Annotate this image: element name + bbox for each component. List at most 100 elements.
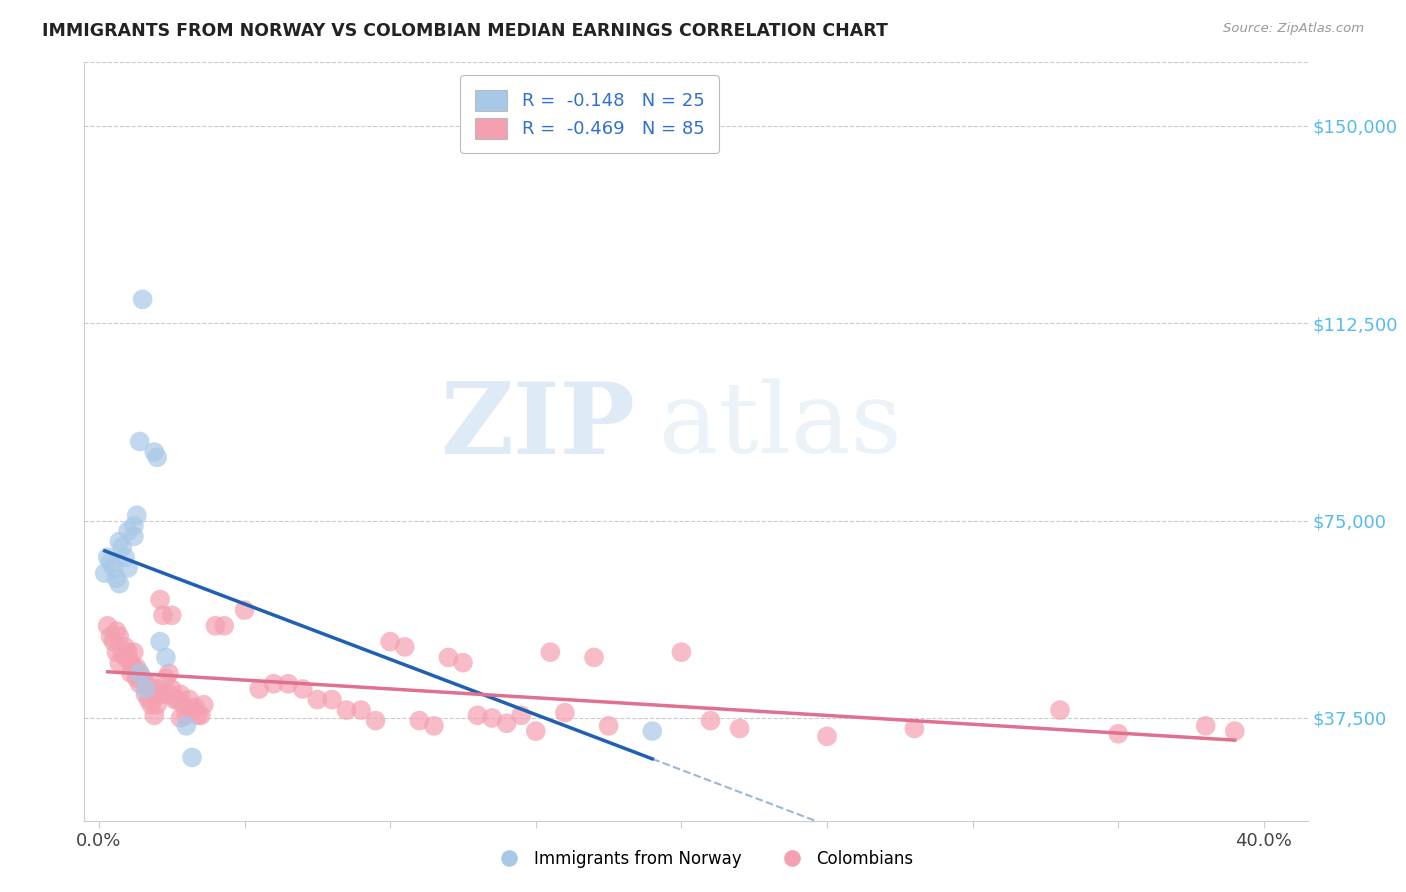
Point	[146, 450, 169, 465]
Point	[212, 619, 235, 633]
Point	[120, 666, 142, 681]
Point	[128, 434, 150, 449]
Point	[394, 640, 416, 654]
Point	[699, 714, 721, 728]
Point	[143, 445, 166, 459]
Point	[641, 724, 664, 739]
Point	[174, 719, 197, 733]
Point	[169, 687, 191, 701]
Point	[155, 672, 177, 686]
Point	[179, 692, 201, 706]
Point	[247, 681, 270, 696]
Point	[181, 750, 204, 764]
Point	[128, 666, 150, 681]
Point	[114, 550, 136, 565]
Point	[122, 645, 145, 659]
Point	[495, 716, 517, 731]
Point	[128, 666, 150, 681]
Point	[141, 698, 163, 712]
Point	[111, 540, 134, 554]
Point	[291, 681, 314, 696]
Point	[152, 608, 174, 623]
Point	[135, 677, 157, 691]
Point	[146, 698, 169, 712]
Point	[105, 571, 128, 585]
Point	[138, 677, 160, 691]
Point	[408, 714, 430, 728]
Point	[166, 692, 188, 706]
Point	[111, 645, 134, 659]
Point	[815, 730, 838, 744]
Point	[181, 703, 204, 717]
Point	[190, 708, 212, 723]
Text: atlas: atlas	[659, 378, 903, 475]
Point	[97, 619, 120, 633]
Point	[277, 677, 299, 691]
Point	[125, 508, 148, 523]
Point	[172, 698, 194, 712]
Point	[125, 661, 148, 675]
Point	[903, 722, 925, 736]
Point	[160, 608, 183, 623]
Point	[437, 650, 460, 665]
Point	[481, 711, 503, 725]
Point	[163, 692, 186, 706]
Point	[149, 634, 172, 648]
Point	[321, 692, 343, 706]
Point	[143, 687, 166, 701]
Point	[467, 708, 489, 723]
Point	[141, 681, 163, 696]
Point	[122, 661, 145, 675]
Point	[114, 650, 136, 665]
Point	[125, 672, 148, 686]
Point	[114, 640, 136, 654]
Point	[1049, 703, 1071, 717]
Point	[100, 556, 122, 570]
Point	[451, 656, 474, 670]
Point	[100, 629, 122, 643]
Point	[138, 692, 160, 706]
Point	[108, 629, 131, 643]
Text: Source: ZipAtlas.com: Source: ZipAtlas.com	[1223, 22, 1364, 36]
Point	[128, 677, 150, 691]
Point	[152, 687, 174, 701]
Point	[131, 672, 153, 686]
Point	[184, 700, 207, 714]
Point	[120, 656, 142, 670]
Point	[728, 722, 751, 736]
Point	[350, 703, 373, 717]
Point	[193, 698, 215, 712]
Point	[263, 677, 285, 691]
Point	[307, 692, 329, 706]
Point	[364, 714, 387, 728]
Point	[149, 592, 172, 607]
Point	[155, 650, 177, 665]
Point	[93, 566, 115, 581]
Point	[103, 561, 125, 575]
Point	[143, 708, 166, 723]
Point	[105, 645, 128, 659]
Point	[135, 687, 157, 701]
Point	[187, 708, 209, 723]
Point	[103, 634, 125, 648]
Point	[122, 529, 145, 543]
Point	[524, 724, 547, 739]
Text: IMMIGRANTS FROM NORWAY VS COLOMBIAN MEDIAN EARNINGS CORRELATION CHART: IMMIGRANTS FROM NORWAY VS COLOMBIAN MEDI…	[42, 22, 889, 40]
Point	[157, 687, 180, 701]
Point	[174, 708, 197, 723]
Point	[538, 645, 561, 659]
Point	[335, 703, 357, 717]
Point	[108, 656, 131, 670]
Point	[598, 719, 620, 733]
Point	[423, 719, 446, 733]
Point	[233, 603, 256, 617]
Point	[122, 518, 145, 533]
Text: ZIP: ZIP	[440, 378, 636, 475]
Point	[1195, 719, 1218, 733]
Point	[105, 624, 128, 639]
Point	[1223, 724, 1246, 739]
Point	[160, 681, 183, 696]
Point	[1107, 727, 1129, 741]
Point	[204, 619, 226, 633]
Point	[157, 666, 180, 681]
